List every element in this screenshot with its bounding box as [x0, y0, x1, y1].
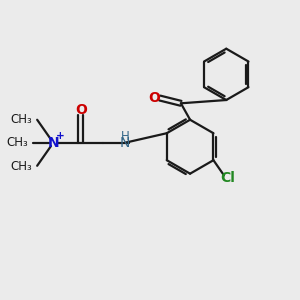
Text: O: O — [148, 91, 160, 105]
Text: O: O — [75, 103, 87, 117]
Text: CH₃: CH₃ — [11, 112, 32, 126]
Text: N: N — [120, 136, 130, 150]
Text: N: N — [48, 136, 59, 150]
Text: CH₃: CH₃ — [11, 160, 32, 173]
Text: Cl: Cl — [220, 171, 235, 185]
Text: H: H — [121, 130, 129, 143]
Text: +: + — [56, 130, 64, 140]
Text: CH₃: CH₃ — [6, 136, 28, 149]
